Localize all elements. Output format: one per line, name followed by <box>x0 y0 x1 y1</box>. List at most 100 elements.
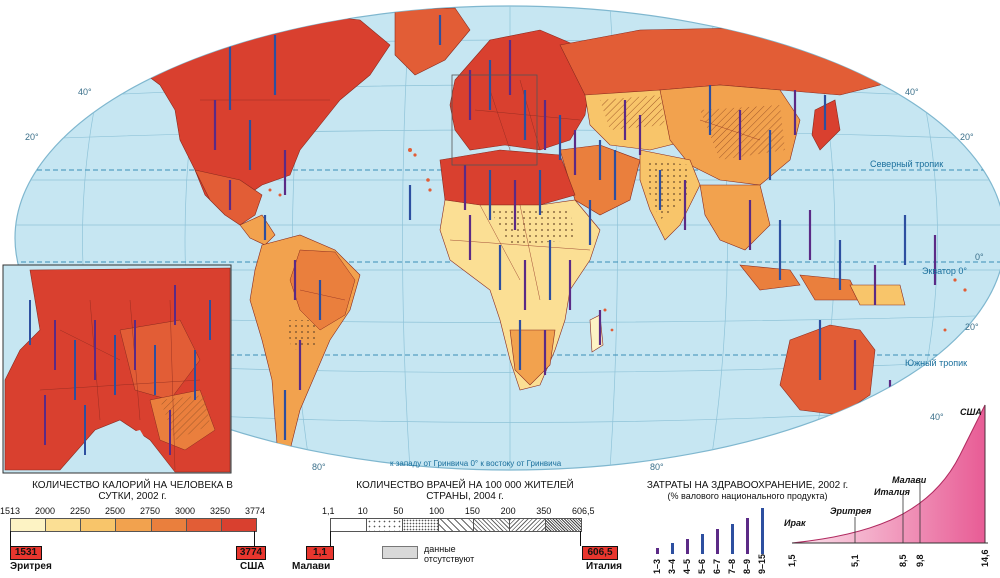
calorie-tick-label: 2500 <box>105 506 126 516</box>
lat-label-s40-right: 40° <box>930 412 944 422</box>
doctors-min-country: Малави <box>292 561 331 572</box>
calorie-tick-label: 2000 <box>35 506 56 516</box>
calorie-swatch <box>221 519 256 531</box>
legend-health-subtitle: (% валового национального продукта) <box>667 491 828 501</box>
greenwich-label: к западу от Гринвича 0° к востоку от Гри… <box>390 459 562 468</box>
world-map: 40° 40° 20° 20° 0° 20° 40° 80° 80° Север… <box>2 5 1000 474</box>
calories-min-value: 1531 <box>10 546 42 560</box>
health-bin-label: 6–7 <box>712 558 722 574</box>
calories-max-country: США <box>240 561 265 572</box>
doctors-tick-label: 100 <box>429 506 445 516</box>
health-bar <box>686 539 689 554</box>
australia <box>779 324 876 416</box>
southern-africa <box>509 329 556 386</box>
north-africa <box>439 149 576 206</box>
sahel-pattern <box>490 210 575 245</box>
new-guinea <box>849 284 906 306</box>
north-america <box>139 11 391 216</box>
tropic-north-label: Северный тропик <box>870 159 943 169</box>
calorie-swatch <box>81 519 117 531</box>
health-bin-label: 1–3 <box>652 558 662 574</box>
health-bar <box>716 529 719 554</box>
island-dots <box>268 148 967 332</box>
curve-axis-label: 5,1 <box>850 554 860 567</box>
health-bar <box>731 524 734 554</box>
europe <box>449 29 591 151</box>
curve-axis-label: 1,5 <box>787 554 797 567</box>
southeast-asia <box>699 184 771 251</box>
europe-inset-outline <box>451 74 538 166</box>
doctors-tick-label: 50 <box>393 506 404 516</box>
calorie-tick-label: 2750 <box>140 506 161 516</box>
mexico <box>194 169 263 226</box>
curve-label-eritrea: Эритрея <box>830 506 872 516</box>
health-bin-label: 3–4 <box>667 558 677 574</box>
curve-label-usa: США <box>960 407 982 417</box>
doctors-tick-label: 10 <box>357 506 368 516</box>
legend-calories: КОЛИЧЕСТВО КАЛОРИЙ НА ЧЕЛОВЕКА В СУТКИ, … <box>0 478 266 573</box>
health-bin-label: 7–8 <box>727 558 737 574</box>
doctors-tick-label: 606,5 <box>572 506 595 516</box>
doctors-tick-label: 200 <box>500 506 516 516</box>
calorie-tick-label: 3774 <box>245 506 266 516</box>
health-bin-label: 4–5 <box>682 558 692 574</box>
curve-label-malawi: Малави <box>892 475 927 485</box>
calories-max-value: 3774 <box>236 546 266 560</box>
health-bin-label: 8–9 <box>742 558 752 574</box>
brazil <box>289 249 356 331</box>
calorie-tick-label: 3250 <box>210 506 231 516</box>
china-pattern <box>700 105 785 160</box>
europe-inset <box>2 264 232 474</box>
expenditure-curve <box>791 404 986 544</box>
health-bar <box>656 548 659 554</box>
calorie-scale <box>10 518 257 532</box>
bolivia-pattern <box>285 320 318 350</box>
health-bar <box>671 543 674 554</box>
legend-health-title: ЗАТРАТЫ НА ЗДРАВООХРАНЕНИЕ, 2002 г. <box>646 480 849 491</box>
curve-axis-label: 9,8 <box>915 554 925 567</box>
calorie-swatch <box>116 519 152 531</box>
health-bar <box>761 508 764 554</box>
curve-label-iraq: Ирак <box>784 518 806 528</box>
lat-label-0-right: 0° <box>975 252 984 262</box>
lat-label-40-right: 40° <box>905 87 919 97</box>
lat-label-20-left: 20° <box>25 132 39 142</box>
lon-label-w80: 80° <box>312 462 326 472</box>
calories-min-country: Эритрея <box>10 561 52 572</box>
greenland <box>394 7 471 76</box>
calorie-tick-label: 3000 <box>175 506 196 516</box>
no-data-swatch <box>382 546 418 559</box>
india-pattern <box>645 160 690 220</box>
central-america <box>239 214 276 246</box>
health-bar <box>746 518 749 554</box>
no-data-label: данные отсутствуют <box>424 544 475 564</box>
legend-doctors-title: КОЛИЧЕСТВО ВРАЧЕЙ НА 100 000 ЖИТЕЛЕЙ СТР… <box>356 480 574 502</box>
equator-label: Экватор 0° <box>922 266 967 276</box>
legend-curve: Ирак Эритрея Италия Малави США 1,5 5,1 8,5… <box>780 395 1000 573</box>
legend-health: ЗАТРАТЫ НА ЗДРАВООХРАНЕНИЕ, 2002 г. (% в… <box>640 478 860 574</box>
doctors-max-value: 606,5 <box>582 546 618 560</box>
lat-label-40-left: 40° <box>78 87 92 97</box>
health-bar <box>701 534 704 554</box>
calorie-swatch <box>151 519 187 531</box>
kazakhstan-pattern <box>600 95 665 130</box>
tropic-south-label: Южный тропик <box>905 358 967 368</box>
health-bin-label: 9–15 <box>757 553 767 574</box>
doctors-scale <box>330 518 582 532</box>
calorie-tick-label: 2250 <box>70 506 91 516</box>
curve-axis-label: 14,6 <box>980 549 990 567</box>
doctors-tick-label: 1,1 <box>322 506 335 516</box>
health-bars-scale <box>652 506 772 554</box>
lon-label-e80: 80° <box>650 462 664 472</box>
calorie-swatch <box>46 519 82 531</box>
lat-label-20-right: 20° <box>960 132 974 142</box>
doctors-max-country: Италия <box>586 561 622 572</box>
curve-axis-label: 8,5 <box>898 554 908 567</box>
calorie-swatch <box>186 519 222 531</box>
doctors-min-value: 1,1 <box>306 546 334 560</box>
health-bin-label: 5–6 <box>697 558 707 574</box>
lat-label-s20-right: 20° <box>965 322 979 332</box>
legend-calories-title: КОЛИЧЕСТВО КАЛОРИЙ НА ЧЕЛОВЕКА В СУТКИ, … <box>32 480 233 502</box>
curve-label-italy: Италия <box>874 487 910 497</box>
doctors-tick-label: 350 <box>536 506 552 516</box>
